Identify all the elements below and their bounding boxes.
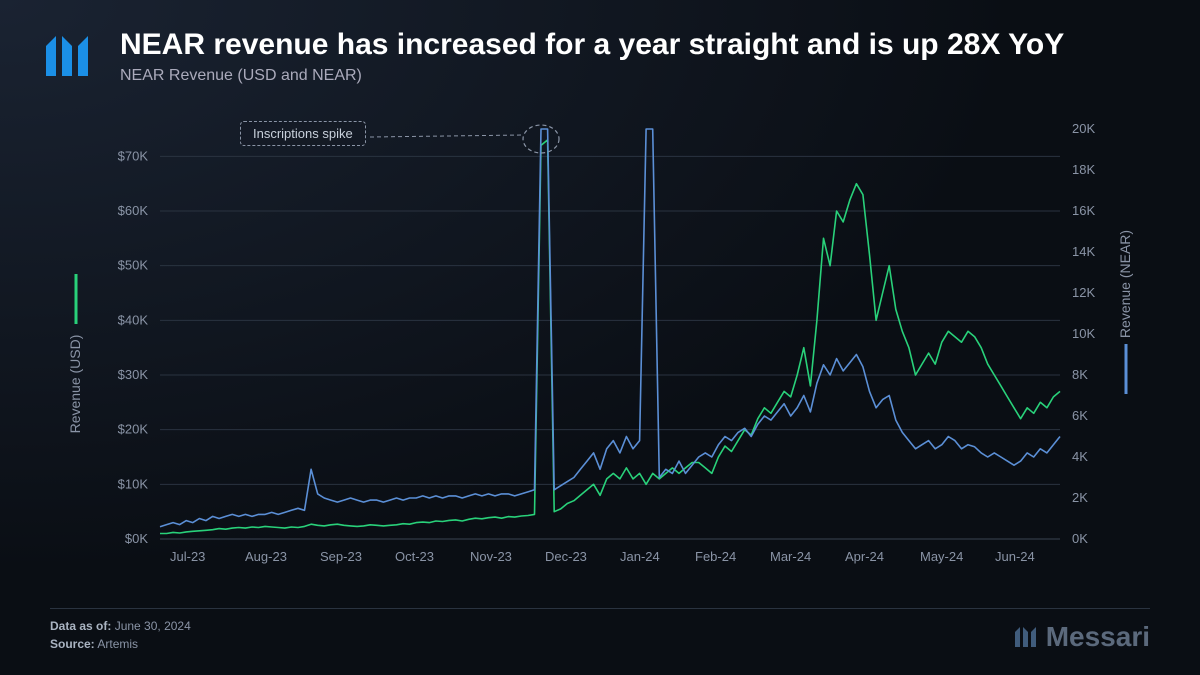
source-label: Source: [50,637,95,651]
svg-text:$10K: $10K [118,476,149,491]
svg-text:Revenue (NEAR): Revenue (NEAR) [1117,230,1133,338]
date-value: June 30, 2024 [115,619,191,633]
svg-text:$70K: $70K [118,148,149,163]
svg-text:Revenue (USD): Revenue (USD) [67,335,83,434]
svg-text:8K: 8K [1072,367,1088,382]
chart-title: NEAR revenue has increased for a year st… [120,28,1160,61]
svg-text:Jan-24: Jan-24 [620,549,660,564]
svg-text:Apr-24: Apr-24 [845,549,884,564]
chart-area: Inscriptions spike $0K $10K $20K $30K $40K $5… [50,109,1150,589]
svg-text:14K: 14K [1072,244,1095,259]
svg-text:Jun-24: Jun-24 [995,549,1035,564]
line-chart: $0K $10K $20K $30K $40K $50K $60K $70K 0K 2K 4K 6K 8… [50,109,1150,589]
footer: Data as of: June 30, 2024 Source: Artemi… [50,608,1150,653]
svg-text:0K: 0K [1072,531,1088,546]
svg-text:10K: 10K [1072,326,1095,341]
svg-text:4K: 4K [1072,449,1088,464]
svg-text:6K: 6K [1072,408,1088,423]
svg-text:Dec-23: Dec-23 [545,549,587,564]
watermark: Messari [1012,621,1150,653]
chart-subtitle: NEAR Revenue (USD and NEAR) [120,67,1160,85]
header: NEAR revenue has increased for a year st… [0,0,1200,99]
brand-logo [40,28,96,89]
svg-text:Aug-23: Aug-23 [245,549,287,564]
svg-text:18K: 18K [1072,162,1095,177]
svg-text:$40K: $40K [118,312,149,327]
svg-text:$60K: $60K [118,203,149,218]
svg-text:2K: 2K [1072,490,1088,505]
svg-text:$0K: $0K [125,531,148,546]
svg-text:16K: 16K [1072,203,1095,218]
svg-text:$30K: $30K [118,367,149,382]
source-value: Artemis [97,637,138,651]
svg-text:Sep-23: Sep-23 [320,549,362,564]
date-label: Data as of: [50,619,111,633]
svg-text:Jul-23: Jul-23 [170,549,205,564]
svg-text:Feb-24: Feb-24 [695,549,736,564]
svg-text:$50K: $50K [118,258,149,273]
svg-text:May-24: May-24 [920,549,963,564]
svg-text:20K: 20K [1072,121,1095,136]
svg-text:Mar-24: Mar-24 [770,549,811,564]
svg-text:Oct-23: Oct-23 [395,549,434,564]
annotation-label: Inscriptions spike [240,121,366,146]
svg-text:12K: 12K [1072,285,1095,300]
svg-text:Nov-23: Nov-23 [470,549,512,564]
svg-text:$20K: $20K [118,422,149,437]
